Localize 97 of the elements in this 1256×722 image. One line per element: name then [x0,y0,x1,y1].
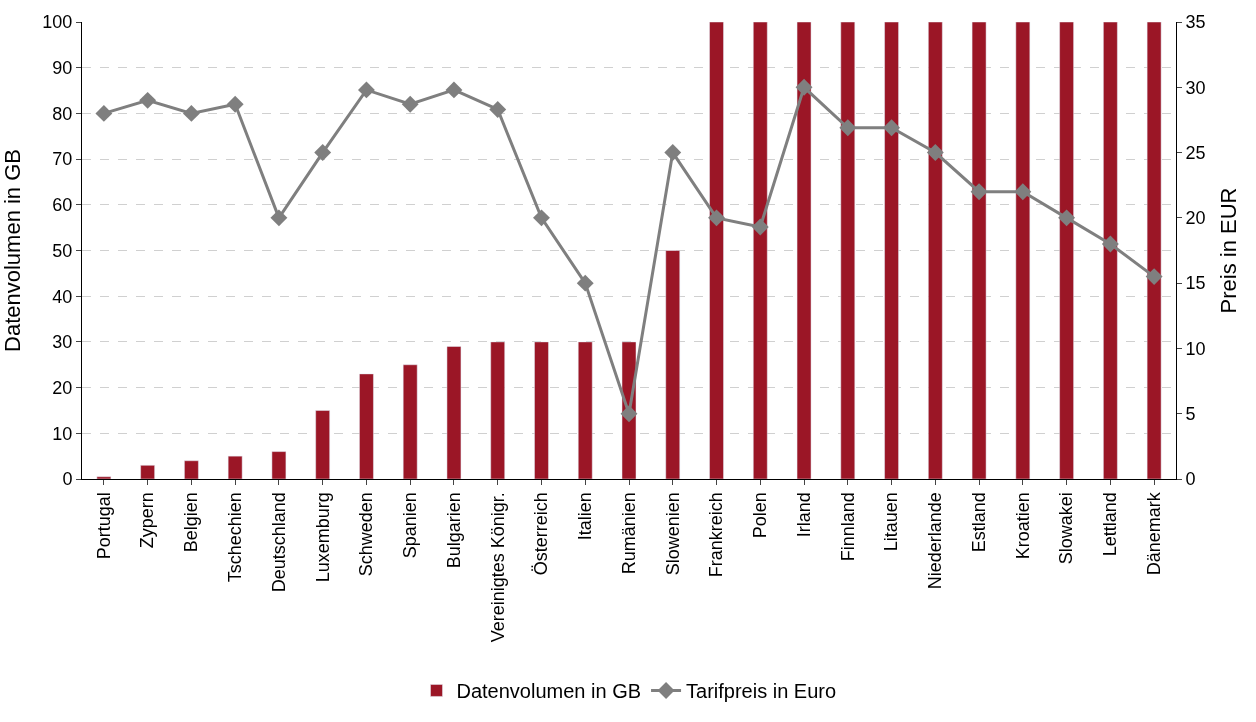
bar [1059,22,1074,479]
x-tick-label: Zypern [137,492,158,549]
x-tick-label: Litauen [881,492,902,552]
y-tick-label: 40 [52,286,73,307]
bar [402,364,418,479]
bar [140,465,155,479]
point [489,101,507,118]
y2-tick-label: 25 [1185,142,1206,163]
bar [271,451,287,479]
y-tick-label: 30 [52,332,73,353]
legend-label: Datenvolumen in GB [456,680,642,703]
point [401,95,419,113]
point [1101,235,1119,253]
x-tick-label: Polen [750,492,771,539]
y2-tick-label: 20 [1185,208,1206,229]
bar [971,22,987,479]
x-tick-label: Slowenien [662,492,683,576]
point [1145,268,1163,286]
point [182,104,200,122]
point [226,95,244,113]
bar [709,22,724,479]
y-tick-label: 20 [52,377,73,398]
y2-tick-label: 15 [1185,273,1206,294]
point [1058,209,1076,227]
point [708,209,725,227]
point [533,209,550,227]
y2-tick-label: 5 [1185,404,1196,425]
point [1014,183,1032,201]
bar [665,250,681,479]
y-tick-label: 80 [52,103,73,124]
point [445,81,463,99]
x-tick-label: Frankreich [706,492,727,578]
x-tick-label: Tschechien [225,492,246,583]
bar [753,22,768,479]
x-tick-label: Vereinigtes Königr. [487,492,508,643]
bar [796,22,812,479]
x-tick-label: Rumänien [618,492,639,575]
bar [1103,22,1118,479]
point [970,183,988,201]
x-tick-label: Dänemark [1143,491,1164,576]
x-tick-label: Belgien [181,492,202,553]
y2-tick-label: 30 [1185,77,1206,98]
x-tick-label: Deutschland [268,492,289,593]
bar [96,476,112,479]
y-tick-label: 0 [62,469,73,490]
bar [1146,22,1162,479]
point [839,119,857,137]
bar [928,22,943,479]
bar [315,410,330,479]
bar [184,460,199,479]
point [620,405,638,423]
bar [446,346,462,479]
point [751,218,769,236]
x-tick-label: Lettland [1100,492,1121,557]
point [664,144,682,162]
y-tick-label: 10 [52,423,73,444]
point [926,144,944,162]
point [139,91,157,109]
bar [840,22,856,479]
point [314,144,332,162]
legend-label: Tarifpreis in Euro [686,680,837,703]
x-tick-label: Luxemburg [312,492,333,583]
bar [490,341,505,479]
point [95,104,113,122]
bar [884,22,899,479]
x-tick-label: Slowakei [1056,492,1077,565]
y2-tick-label: 0 [1185,469,1196,490]
x-tick-label: Italien [575,492,596,541]
bar [1015,22,1031,479]
x-tick-label: Niederlande [925,492,946,590]
y2-tick-label: 35 [1185,12,1206,33]
y-tick-label: 90 [52,58,73,78]
bar [534,341,549,479]
y-tick-label: 70 [52,149,73,170]
point [576,274,594,292]
y2-tick-label: 10 [1185,338,1206,359]
point [357,81,375,99]
y-tick-label: 60 [52,195,73,216]
x-tick-label: Portugal [93,492,114,560]
y2-axis-title: Preis in EUR [1215,187,1241,314]
x-tick-label: Kroatien [1012,492,1033,560]
x-tick-label: Schweden [356,492,377,577]
bar [577,341,593,479]
x-tick-label: Bulgarien [443,492,464,569]
y-axis-title: Datenvolumen in GB [0,149,26,352]
bar [359,373,374,479]
bar [227,455,243,479]
x-tick-label: Finnland [837,492,858,562]
point [270,209,288,227]
x-tick-label: Österreich [531,492,552,576]
point [883,119,901,137]
x-tick-label: Irland [793,492,814,538]
x-tick-label: Estland [968,492,989,553]
y-tick-label: 100 [42,12,73,33]
y-tick-label: 50 [52,240,73,261]
x-tick-label: Spanien [400,492,421,559]
point [795,78,813,96]
